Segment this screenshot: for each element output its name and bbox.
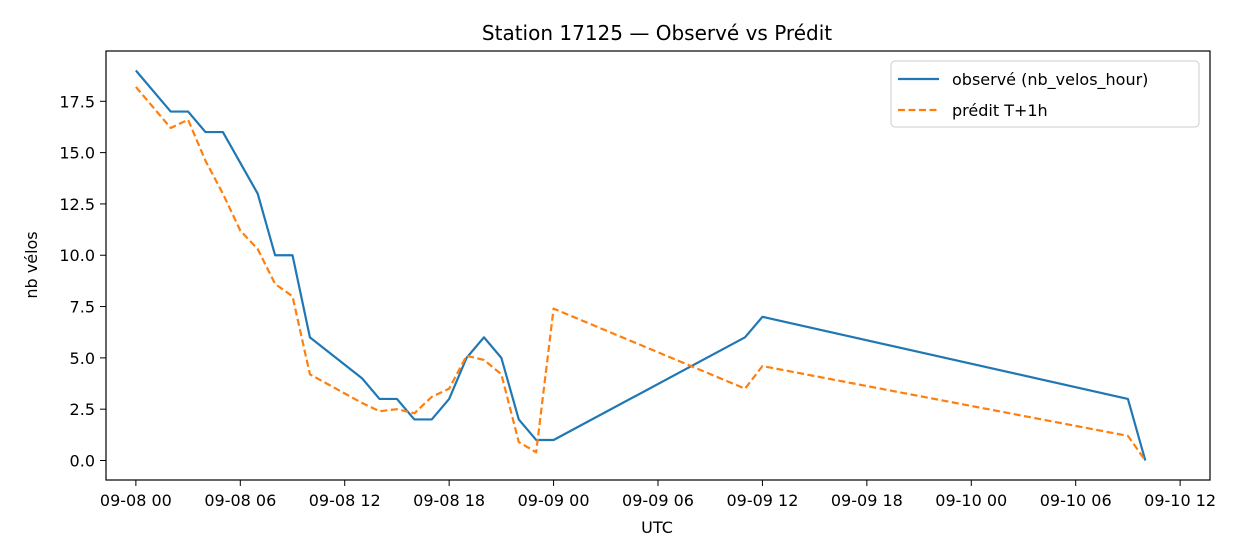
x-tick-label: 09-09 12 xyxy=(726,491,798,510)
chart-title: Station 17125 — Observé vs Prédit xyxy=(482,21,832,45)
x-tick-label: 09-09 06 xyxy=(622,491,694,510)
legend-label-observed: observé (nb_velos_hour) xyxy=(952,70,1148,90)
x-axis: 09-08 00 09-08 06 09-08 12 09-08 18 09-09 00… xyxy=(100,480,1216,510)
y-tick-label: 7.5 xyxy=(70,298,95,317)
y-tick-label: 2.5 xyxy=(70,400,95,419)
plot-area xyxy=(135,69,1147,462)
y-tick-label: 5.0 xyxy=(70,349,95,368)
x-tick-label: 09-09 18 xyxy=(831,491,903,510)
series-line-predicted xyxy=(135,86,1147,462)
legend-box xyxy=(890,60,1200,128)
y-axis-title: nb vélos xyxy=(22,231,41,298)
x-tick-label: 09-10 00 xyxy=(935,491,1007,510)
x-tick-label: 09-10 06 xyxy=(1040,491,1112,510)
x-tick-label: 09-08 12 xyxy=(309,491,381,510)
x-tick-label: 09-10 12 xyxy=(1144,491,1216,510)
x-tick-label: 09-08 00 xyxy=(100,491,172,510)
y-axis: 0.0 2.5 5.0 7.5 10.0 12.5 15.0 17.5 xyxy=(59,92,106,471)
x-tick-label: 09-08 06 xyxy=(204,491,276,510)
y-tick-label: 10.0 xyxy=(59,246,95,265)
y-tick-label: 15.0 xyxy=(59,144,95,163)
y-tick-label: 17.5 xyxy=(59,92,95,111)
y-tick-label: 12.5 xyxy=(59,195,95,214)
x-tick-label: 09-08 18 xyxy=(413,491,485,510)
y-tick-label: 0.0 xyxy=(70,452,95,471)
x-tick-label: 09-09 00 xyxy=(518,491,590,510)
legend: observé (nb_velos_hour) prédit T+1h xyxy=(890,60,1200,128)
x-axis-title: UTC xyxy=(641,518,673,537)
series-line-observed xyxy=(135,69,1147,461)
legend-label-predicted: prédit T+1h xyxy=(952,101,1048,120)
